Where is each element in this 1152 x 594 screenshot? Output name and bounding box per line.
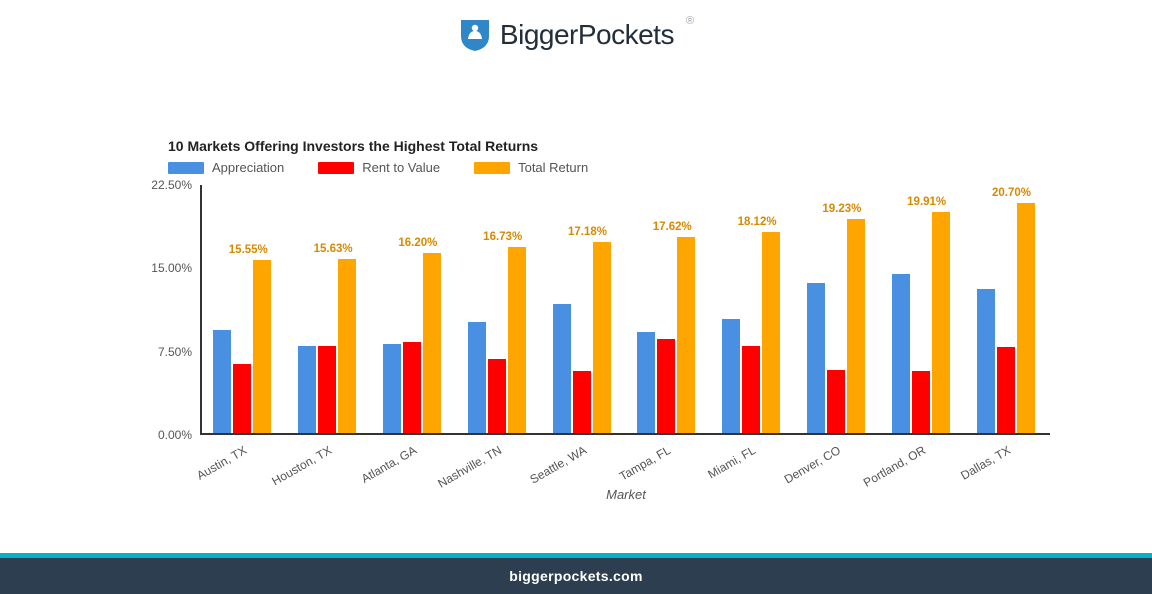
bar (298, 346, 316, 433)
brand-name: BiggerPockets (500, 19, 674, 51)
bar-group: 18.12%Miami, FL (711, 185, 796, 433)
chart-title: 10 Markets Offering Investors the Highes… (168, 138, 1064, 154)
bar (977, 289, 995, 433)
bar-group: 19.91%Portland, OR (880, 185, 965, 433)
bar (213, 330, 231, 433)
registered-mark: ® (686, 15, 694, 27)
bar-group: 16.73%Nashville, TN (456, 185, 541, 433)
bar-group: 15.63%Houston, TX (287, 185, 372, 433)
x-tick-label: Seattle, WA (527, 443, 588, 487)
x-tick-label: Atlanta, GA (359, 443, 419, 486)
bar (468, 322, 486, 433)
bar (553, 304, 571, 433)
legend-label: Appreciation (212, 160, 284, 175)
bar-group: 15.55%Austin, TX (202, 185, 287, 433)
y-tick-label: 15.00% (132, 261, 192, 275)
legend-item: Total Return (474, 160, 588, 175)
bar-group: 19.23%Denver, CO (796, 185, 881, 433)
bar (233, 364, 251, 433)
chart-legend: Appreciation Rent to Value Total Return (168, 160, 1064, 175)
legend-swatch (168, 162, 204, 174)
x-tick-label: Tampa, FL (617, 443, 673, 483)
bar (912, 371, 930, 433)
bar-group: 16.20%Atlanta, GA (372, 185, 457, 433)
bar (423, 253, 441, 433)
bar (338, 259, 356, 433)
y-tick-label: 22.50% (132, 178, 192, 192)
returns-bar-chart: 10 Markets Offering Investors the Highes… (128, 138, 1064, 528)
legend-label: Total Return (518, 160, 588, 175)
bar-data-label: 20.70% (992, 187, 1031, 199)
brand-logo: BiggerPockets ® (0, 18, 1152, 52)
bar (932, 212, 950, 433)
legend-item: Rent to Value (318, 160, 440, 175)
bar-group: 17.62%Tampa, FL (626, 185, 711, 433)
bar (722, 319, 740, 433)
bar (1017, 203, 1035, 433)
chart-plot-area: 15.55%Austin, TX15.63%Houston, TX16.20%A… (200, 185, 1050, 435)
footer-text: biggerpockets.com (509, 568, 642, 584)
bar-data-label: 15.55% (229, 244, 268, 256)
y-tick-label: 0.00% (132, 428, 192, 442)
footer: biggerpockets.com (0, 558, 1152, 594)
bar (657, 339, 675, 433)
y-tick-label: 7.50% (132, 345, 192, 359)
bar-data-label: 16.20% (398, 237, 437, 249)
page: BiggerPockets ® 10 Markets Offering Inve… (0, 0, 1152, 594)
bar (742, 346, 760, 433)
bar (593, 242, 611, 433)
bar-data-label: 16.73% (483, 231, 522, 243)
legend-swatch (318, 162, 354, 174)
bar (847, 219, 865, 433)
x-axis-title: Market (202, 487, 1050, 502)
bar-data-label: 17.18% (568, 226, 607, 238)
x-tick-label: Austin, TX (195, 443, 250, 483)
bar-group: 17.18%Seattle, WA (541, 185, 626, 433)
bar (488, 359, 506, 433)
legend-label: Rent to Value (362, 160, 440, 175)
bar-group: 20.70%Dallas, TX (965, 185, 1050, 433)
bar (762, 232, 780, 433)
x-tick-label: Dallas, TX (958, 443, 1013, 483)
bar (318, 346, 336, 433)
bar-groups: 15.55%Austin, TX15.63%Houston, TX16.20%A… (202, 185, 1050, 433)
bar (573, 371, 591, 433)
bar (997, 347, 1015, 433)
x-tick-label: Houston, TX (270, 443, 335, 488)
bar-data-label: 18.12% (738, 216, 777, 228)
legend-item: Appreciation (168, 160, 284, 175)
bar (637, 332, 655, 433)
bar (253, 260, 271, 433)
bar (383, 344, 401, 433)
bar (827, 370, 845, 433)
bar (892, 274, 910, 433)
bar (508, 247, 526, 433)
shield-person-icon (460, 18, 490, 52)
legend-swatch (474, 162, 510, 174)
bar-data-label: 19.23% (822, 203, 861, 215)
x-tick-label: Nashville, TN (435, 443, 504, 491)
x-tick-label: Denver, CO (782, 443, 843, 486)
x-tick-label: Miami, FL (706, 443, 759, 481)
bar-data-label: 19.91% (907, 196, 946, 208)
bar (807, 283, 825, 433)
x-tick-label: Portland, OR (861, 443, 928, 490)
bar (403, 342, 421, 433)
bar (677, 237, 695, 433)
bar-data-label: 15.63% (314, 243, 353, 255)
bar-data-label: 17.62% (653, 221, 692, 233)
